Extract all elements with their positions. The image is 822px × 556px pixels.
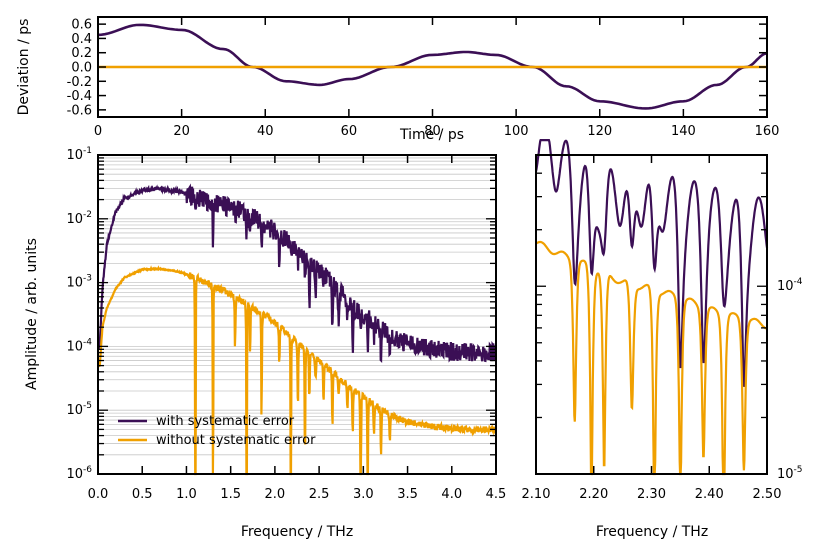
zoom-x-tick-label: 2.10 [522, 487, 551, 502]
spectrum-y-tick-label: 10-5 [66, 401, 92, 418]
deviation-y-tick-label: -0.2 [67, 75, 92, 90]
deviation-y-tick-label: 0.4 [71, 32, 92, 47]
spectrum-series-layer [97, 183, 498, 476]
spectrum-y-tick-label: 10-1 [66, 146, 92, 163]
deviation-x-axis-label: Time / ps [399, 127, 464, 143]
spectrum-x-tick-label: 0.0 [88, 487, 109, 502]
zoom-y-tick-label: 10-5 [777, 465, 803, 482]
spectrum-y-tick-label: 10-2 [66, 210, 92, 227]
spectrum-x-tick-label: 0.5 [132, 487, 153, 502]
zoom-line-with-error [534, 139, 769, 388]
deviation-axes-frame [97, 16, 768, 118]
deviation-y-axis-label: Deviation / ps [16, 19, 32, 116]
spectrum-line-with-error [97, 183, 498, 363]
deviation-y-tick-label: -0.6 [67, 103, 92, 118]
zoom-axes-frame [535, 154, 768, 475]
deviation-x-tick-label: 100 [504, 124, 529, 139]
spectrum-x-tick-label: 4.0 [441, 487, 462, 502]
legend-label-without-error: without systematic error [156, 433, 316, 448]
spectrum-x-tick-label: 2.5 [309, 487, 330, 502]
zoom-x-tick-label: 2.40 [695, 487, 724, 502]
spectrum-axes-frame [97, 154, 497, 475]
zoom-series-layer [534, 139, 769, 476]
deviation-y-tick-label: 0.2 [71, 46, 92, 61]
spectrum-x-tick-label: 1.0 [176, 487, 197, 502]
deviation-x-tick-label: 80 [424, 124, 441, 139]
zoom-x-tick-label: 2.20 [579, 487, 608, 502]
deviation-x-tick-label: 160 [755, 124, 780, 139]
legend: with systematic error without systematic… [118, 414, 316, 448]
deviation-series-layer [97, 23, 768, 110]
deviation-x-tick-label: 40 [257, 124, 274, 139]
legend-label-with-error: with systematic error [156, 414, 295, 429]
spectrum-x-axis-label: Frequency / THz [241, 524, 353, 540]
zoom-panel: 2.10 2.20 2.30 2.40 2.50 10-5 10-4 Frequency /… [522, 139, 803, 540]
deviation-y-tick-label: -0.4 [67, 89, 92, 104]
spectrum-line-without-error [97, 265, 498, 476]
spectrum-ticks-layer: 0.0 0.5 1.0 1.5 2.0 2.5 3.0 3.5 4.0 4.5 10-6 10-5 10… [66, 146, 506, 502]
spectrum-panel: 0.0 0.5 1.0 1.5 2.0 2.5 3.0 3.5 4.0 4.5 10-6 10-5 10… [24, 146, 506, 540]
zoom-ticks-layer: 2.10 2.20 2.30 2.40 2.50 10-5 10-4 [522, 154, 803, 502]
spectrum-y-tick-label: 10-3 [66, 274, 92, 291]
deviation-x-tick-label: 0 [94, 124, 102, 139]
spectrum-x-tick-label: 3.5 [397, 487, 418, 502]
zoom-y-tick-label: 10-4 [777, 277, 803, 294]
deviation-line-with-error [97, 23, 768, 110]
deviation-x-tick-label: 120 [587, 124, 612, 139]
zoom-line-without-error [535, 240, 767, 476]
spectrum-y-tick-label: 10-6 [66, 465, 92, 482]
deviation-x-tick-label: 20 [173, 124, 190, 139]
zoom-x-tick-label: 2.30 [637, 487, 666, 502]
spectrum-y-tick-label: 10-4 [66, 337, 92, 354]
spectrum-x-tick-label: 2.0 [265, 487, 286, 502]
zoom-x-tick-label: 2.50 [753, 487, 782, 502]
deviation-ticks-layer: 0 20 40 60 80 100 120 140 160-0.6-0.4-0.20.00.20… [67, 17, 780, 139]
spectrum-x-tick-label: 4.5 [486, 487, 507, 502]
deviation-y-tick-label: 0.6 [71, 18, 92, 33]
spectrum-y-axis-label: Amplitude / arb. units [24, 238, 40, 390]
deviation-x-tick-label: 60 [341, 124, 358, 139]
zoom-x-axis-label: Frequency / THz [596, 524, 708, 540]
spectrum-x-tick-label: 1.5 [220, 487, 241, 502]
deviation-panel: 0 20 40 60 80 100 120 140 160-0.6-0.4-0.20.00.20… [16, 16, 780, 143]
deviation-y-tick-label: 0.0 [71, 61, 92, 76]
spectrum-x-tick-label: 3.0 [353, 487, 374, 502]
deviation-x-tick-label: 140 [671, 124, 696, 139]
